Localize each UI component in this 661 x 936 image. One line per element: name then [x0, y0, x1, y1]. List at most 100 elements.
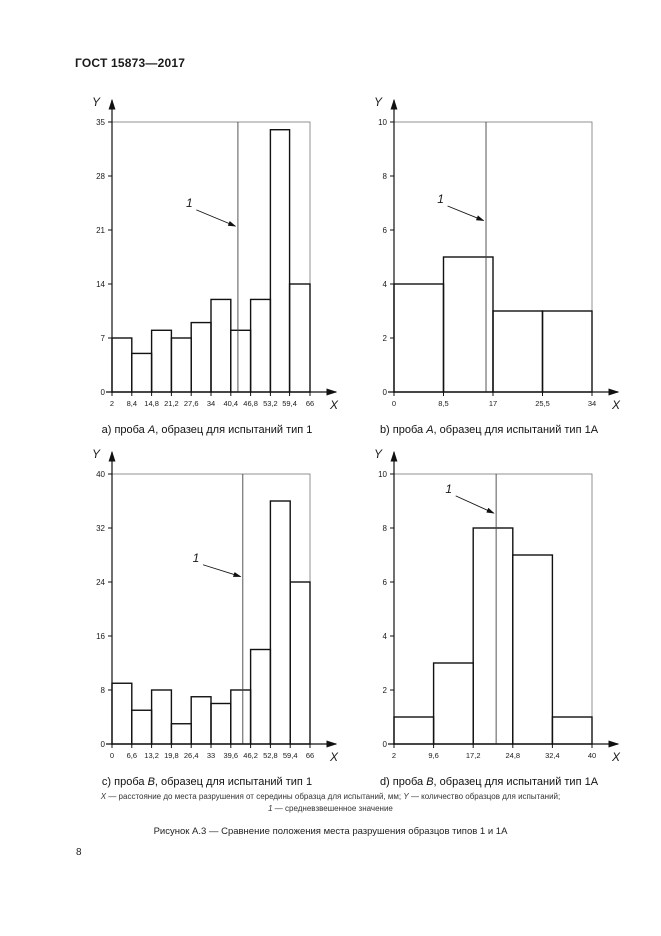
x-tick-label: 0 — [110, 751, 114, 760]
x-tick-label: 2 — [110, 399, 114, 408]
y-tick-label: 4 — [383, 280, 388, 289]
x-tick-label: 27,6 — [184, 399, 199, 408]
figure-footnote: X — расстояние до места разрушения от се… — [0, 791, 661, 815]
histogram-b: Y X 0 2 4 6 8 10 0 8,5 17 25,5 34 1 — [374, 95, 621, 412]
x-tick-label: 66 — [306, 399, 314, 408]
histogram-bar — [472, 527, 514, 745]
histogram-bar — [230, 329, 252, 393]
y-tick-label: 21 — [96, 226, 105, 235]
mean-annotation-label: 1 — [445, 482, 452, 496]
y-tick-label: 32 — [96, 524, 105, 533]
x-axis-label: X — [611, 750, 621, 764]
chart-d-block: Y X 0 2 4 6 8 10 2 9,6 17,2 24,8 32,4 40 1 d) проба B, … — [348, 436, 630, 788]
x-tick-label: 17,2 — [466, 751, 481, 760]
histogram-bar — [210, 298, 232, 393]
x-tick-label: 46,8 — [243, 399, 258, 408]
y-tick-label: 7 — [101, 334, 106, 343]
mean-annotation-label: 1 — [437, 192, 444, 206]
page-number: 8 — [76, 847, 82, 858]
y-tick-label: 35 — [96, 118, 105, 127]
y-axis-definition: — количество образцов для испытаний; — [408, 792, 561, 801]
chart-caption-a: a) проба A, образец для испытаний тип 1 — [101, 424, 313, 436]
histogram-bar — [492, 310, 544, 393]
y-axis-label: Y — [92, 95, 101, 109]
x-tick-label: 8,4 — [127, 399, 137, 408]
sample-letter: B — [426, 776, 434, 788]
x-tick-label: 52,8 — [263, 751, 278, 760]
x-tick-label: 14,8 — [144, 399, 159, 408]
y-tick-label: 0 — [101, 740, 106, 749]
y-axis-label: Y — [374, 447, 383, 461]
x-tick-label: 17 — [489, 399, 497, 408]
y-tick-label: 8 — [383, 524, 388, 533]
x-axis-definition: — расстояние до места разрушения от сере… — [106, 792, 404, 801]
y-tick-label: 28 — [96, 172, 105, 181]
histogram-bar — [190, 696, 212, 745]
y-tick-label: 8 — [383, 172, 388, 181]
chart-caption-d: d) проба B, образец для испытаний тип 1А — [379, 776, 599, 788]
mean-annotation-label: 1 — [186, 196, 193, 210]
histogram-bar — [551, 716, 593, 745]
histogram-bar — [131, 352, 153, 393]
histogram-bar — [190, 321, 212, 393]
y-tick-label: 6 — [383, 226, 388, 235]
y-tick-label: 10 — [378, 470, 387, 479]
footnote-line-1: X — расстояние до места разрушения от се… — [0, 791, 661, 803]
figure-caption: Рисунок А.3 — Сравнение положения места … — [153, 826, 508, 837]
x-tick-label: 40 — [588, 751, 596, 760]
histogram-bar — [111, 682, 133, 745]
x-tick-label: 19,8 — [164, 751, 179, 760]
x-tick-label: 8,5 — [438, 399, 448, 408]
chart-a-block: Y X 0 7 14 21 28 35 2 8,4 14,8 21,2 27,6 34 40,4 46,8 53… — [66, 84, 348, 436]
annotation-arrow — [455, 495, 495, 514]
y-tick-label: 2 — [383, 686, 388, 695]
y-axis-label: Y — [374, 95, 383, 109]
histogram-bar — [393, 716, 435, 745]
plot-frame — [393, 473, 593, 745]
histogram-bar — [288, 283, 311, 393]
x-tick-label: 39,6 — [223, 751, 238, 760]
y-tick-label: 24 — [96, 578, 105, 587]
footnote-line-2: 1 — средневзвешенное значение — [0, 803, 661, 815]
histogram-bar — [249, 298, 272, 393]
histogram-bar — [541, 310, 593, 393]
x-tick-label: 6,6 — [127, 751, 137, 760]
x-tick-label: 2 — [392, 751, 396, 760]
histogram-bar — [249, 648, 272, 745]
histogram-bar — [269, 500, 291, 745]
sample-letter: B — [147, 776, 155, 788]
histogram-bar — [170, 337, 192, 393]
sample-letter: A — [147, 424, 156, 436]
x-axis-symbol: X — [100, 792, 107, 801]
histogram-bar — [512, 554, 554, 745]
y-tick-label: 40 — [96, 470, 105, 479]
x-axis-label: X — [329, 750, 339, 764]
x-tick-label: 26,4 — [184, 751, 199, 760]
chart-c-block: Y X 0 8 16 24 32 40 0 6,6 13,2 19,8 26,4 33 39,6 46,2 52… — [66, 436, 348, 788]
sample-letter: A — [426, 424, 434, 436]
y-tick-label: 0 — [383, 388, 388, 397]
x-axis-label: X — [329, 398, 339, 412]
histogram-bar — [269, 129, 291, 393]
chart-caption-b: b) проба A, образец для испытаний тип 1А — [379, 424, 599, 436]
mean-symbol: 1 — [268, 804, 273, 813]
chart-b-block: Y X 0 2 4 6 8 10 0 8,5 17 25,5 34 1 b) проба A, образе… — [348, 84, 630, 436]
y-tick-label: 4 — [383, 632, 388, 641]
x-tick-label: 59,4 — [282, 399, 297, 408]
x-tick-label: 34 — [588, 399, 596, 408]
annotation-arrow — [196, 209, 237, 227]
x-tick-label: 53,2 — [263, 399, 278, 408]
x-tick-label: 59,4 — [283, 751, 298, 760]
x-tick-label: 34 — [207, 399, 215, 408]
histogram-bar — [432, 662, 474, 745]
y-axis-symbol: Y — [403, 792, 409, 801]
y-tick-label: 16 — [96, 632, 105, 641]
x-tick-label: 24,8 — [505, 751, 520, 760]
annotation-arrow — [447, 205, 485, 221]
y-tick-label: 10 — [378, 118, 387, 127]
histogram-a: Y X 0 7 14 21 28 35 2 8,4 14,8 21,2 27,6 34 40,4 46,8 53… — [92, 95, 339, 412]
x-tick-label: 66 — [306, 751, 314, 760]
mean-annotation-label: 1 — [193, 551, 200, 565]
y-tick-label: 8 — [101, 686, 106, 695]
